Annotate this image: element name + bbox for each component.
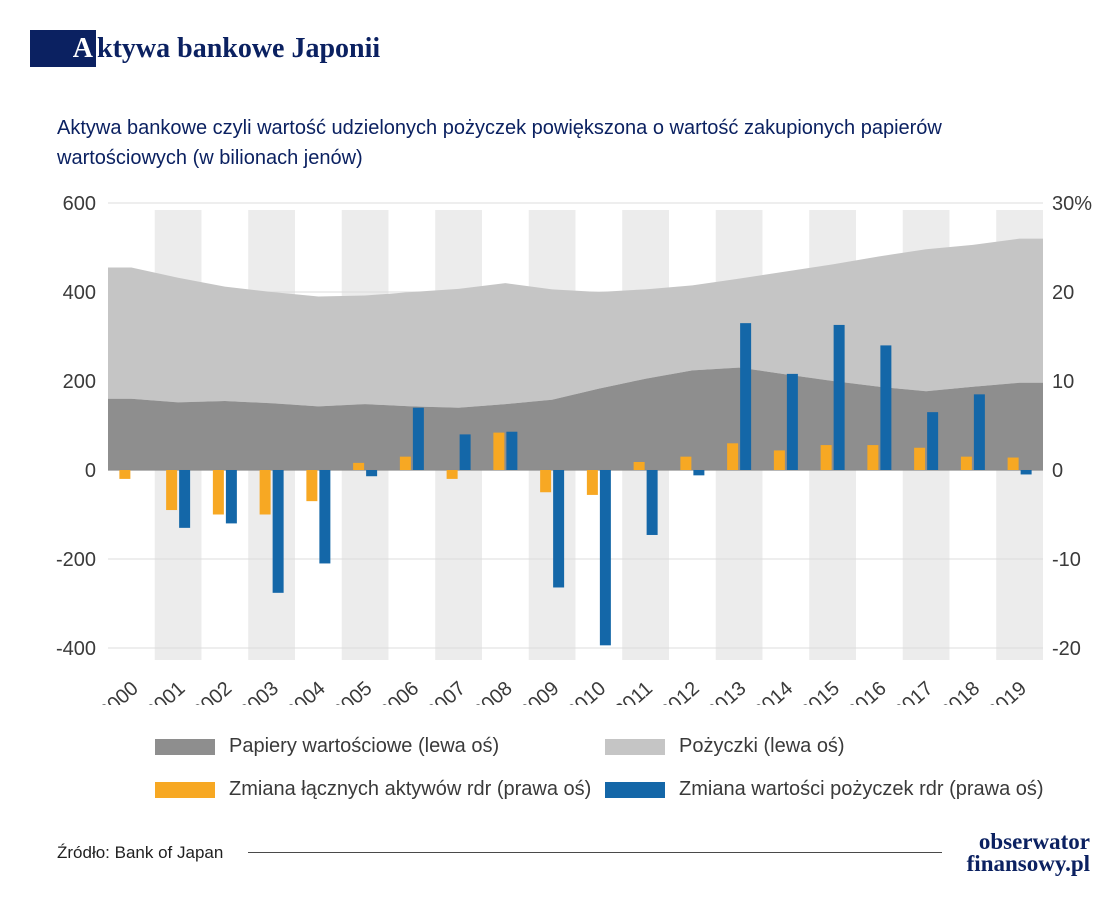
x-axis-year-label: 2009 (516, 677, 564, 705)
legend-item-loans: Pożyczki (lewa oś) (605, 735, 1120, 758)
loans-change-bar (786, 373, 798, 470)
total-assets-change-bar (399, 456, 411, 470)
total-assets-change-bar (119, 470, 131, 479)
x-axis-year-label: 2016 (843, 677, 891, 705)
loans-change-bar (599, 470, 611, 646)
loans-change-bar (646, 470, 658, 535)
x-axis-year-label: 2007 (422, 677, 470, 705)
loans-change-bar (927, 412, 939, 470)
loans-change-bar (833, 324, 845, 470)
legend-item-loans-change: Zmiana wartości pożyczek rdr (prawa oś) (605, 778, 1120, 801)
title-text: ktywa bankowe Japonii (97, 32, 381, 64)
x-axis-year-label: 2015 (796, 677, 844, 705)
x-axis-year-label: 2018 (936, 677, 984, 705)
left-axis-tick: 200 (63, 371, 96, 393)
loans-change-bar (225, 470, 237, 524)
right-axis-tick: 20 (1052, 282, 1074, 304)
chart-subtitle: Aktywa bankowe czyli wartość udzielonych… (57, 117, 942, 169)
left-axis-tick: 400 (63, 282, 96, 304)
total-assets-change-bar (446, 470, 458, 479)
x-axis-year-label: 2000 (95, 677, 143, 705)
x-axis-year-label: 2011 (610, 677, 657, 705)
loans-change-bar (880, 345, 892, 470)
publisher-logo: obserwator finansowy.pl (966, 829, 1090, 876)
total-assets-change-bar (493, 432, 505, 470)
footer-divider-line (248, 852, 942, 854)
loans-change-bar (553, 470, 565, 588)
right-axis-tick: 30% (1052, 193, 1092, 215)
loans-change-bar (319, 470, 331, 564)
left-axis-tick: -200 (56, 549, 96, 571)
x-axis-year-label: 2001 (142, 677, 190, 705)
total-assets-change-bar (914, 447, 926, 470)
total-assets-change-bar (960, 456, 972, 470)
publisher-logo-line1: obserwator (978, 829, 1090, 854)
loans-change-bar (740, 323, 752, 470)
total-assets-change-bar (166, 470, 178, 511)
total-assets-change-bar (820, 445, 832, 470)
total-assets-change-bar (540, 470, 552, 493)
total-assets-change-bar (306, 470, 318, 502)
x-axis-year-label: 2002 (188, 677, 236, 705)
right-axis-tick: 0 (1052, 460, 1063, 482)
x-axis-year-label: 2012 (656, 677, 704, 705)
total-assets-change-bar (727, 443, 739, 470)
publisher-logo-line2: finansowy.pl (966, 850, 1090, 876)
right-axis-tick: 10 (1052, 371, 1074, 393)
legend-label-loans-change: Zmiana wartości pożyczek rdr (prawa oś) (679, 778, 1044, 800)
left-axis-tick: -400 (56, 638, 96, 660)
total-assets-change-bar (633, 461, 645, 470)
right-axis-tick: -20 (1052, 638, 1081, 660)
x-axis-year-label: 2006 (375, 677, 423, 705)
left-axis-tick: 600 (63, 193, 96, 215)
loans-change-bar (272, 470, 284, 593)
x-axis-year-label: 2013 (703, 677, 751, 705)
total-assets-change-bar (212, 470, 224, 515)
loans-change-bar (506, 431, 518, 470)
legend-swatch-total-assets-change (155, 781, 215, 798)
legend-label-loans: Pożyczki (lewa oś) (679, 735, 845, 757)
legend-item-total-assets-change: Zmiana łącznych aktywów rdr (prawa oś) (155, 778, 605, 801)
x-axis-year-label: 2003 (235, 677, 283, 705)
total-assets-change-bar (1007, 457, 1019, 470)
loans-change-bar (459, 434, 471, 470)
x-axis-year-label: 2017 (890, 677, 938, 705)
x-axis-year-label: 2005 (329, 677, 377, 705)
loans-change-bar (973, 394, 985, 470)
source-note: Źródło: Bank of Japan (57, 842, 224, 862)
right-axis-tick: -10 (1052, 549, 1081, 571)
legend-swatch-loans (605, 738, 665, 755)
total-assets-change-bar (680, 456, 692, 470)
loans-change-bar (693, 470, 705, 476)
loans-change-bar (412, 407, 424, 470)
total-assets-change-bar (773, 450, 785, 470)
title-highlight-box: A (30, 30, 96, 67)
chart-legend: Papiery wartościowe (lewa oś) Pożyczki (… (155, 735, 1120, 801)
legend-label-total-assets-change: Zmiana łącznych aktywów rdr (prawa oś) (229, 778, 592, 800)
loans-area (108, 238, 1043, 408)
footer: Źródło: Bank of Japan obserwator finanso… (57, 829, 1090, 876)
legend-swatch-securities (155, 738, 215, 755)
x-axis-year-label: 2014 (749, 677, 797, 705)
x-axis-year-label: 2010 (562, 677, 610, 705)
x-axis-year-label: 2008 (469, 677, 517, 705)
x-axis-year-label: 2019 (983, 677, 1031, 705)
left-axis-tick: 0 (85, 460, 96, 482)
loans-change-bar (1020, 470, 1032, 475)
legend-label-securities: Papiery wartościowe (lewa oś) (229, 735, 500, 757)
title-highlight-letter: A (72, 32, 93, 64)
total-assets-change-bar (867, 445, 879, 470)
total-assets-change-bar (586, 470, 598, 495)
total-assets-change-bar (259, 470, 271, 515)
legend-swatch-loans-change (605, 781, 665, 798)
x-axis-year-label: 2004 (282, 677, 330, 705)
legend-item-securities: Papiery wartościowe (lewa oś) (155, 735, 605, 758)
loans-change-bar (179, 470, 191, 528)
securities-area (108, 367, 1043, 470)
loans-change-bar (366, 470, 378, 477)
total-assets-change-bar (353, 462, 365, 470)
